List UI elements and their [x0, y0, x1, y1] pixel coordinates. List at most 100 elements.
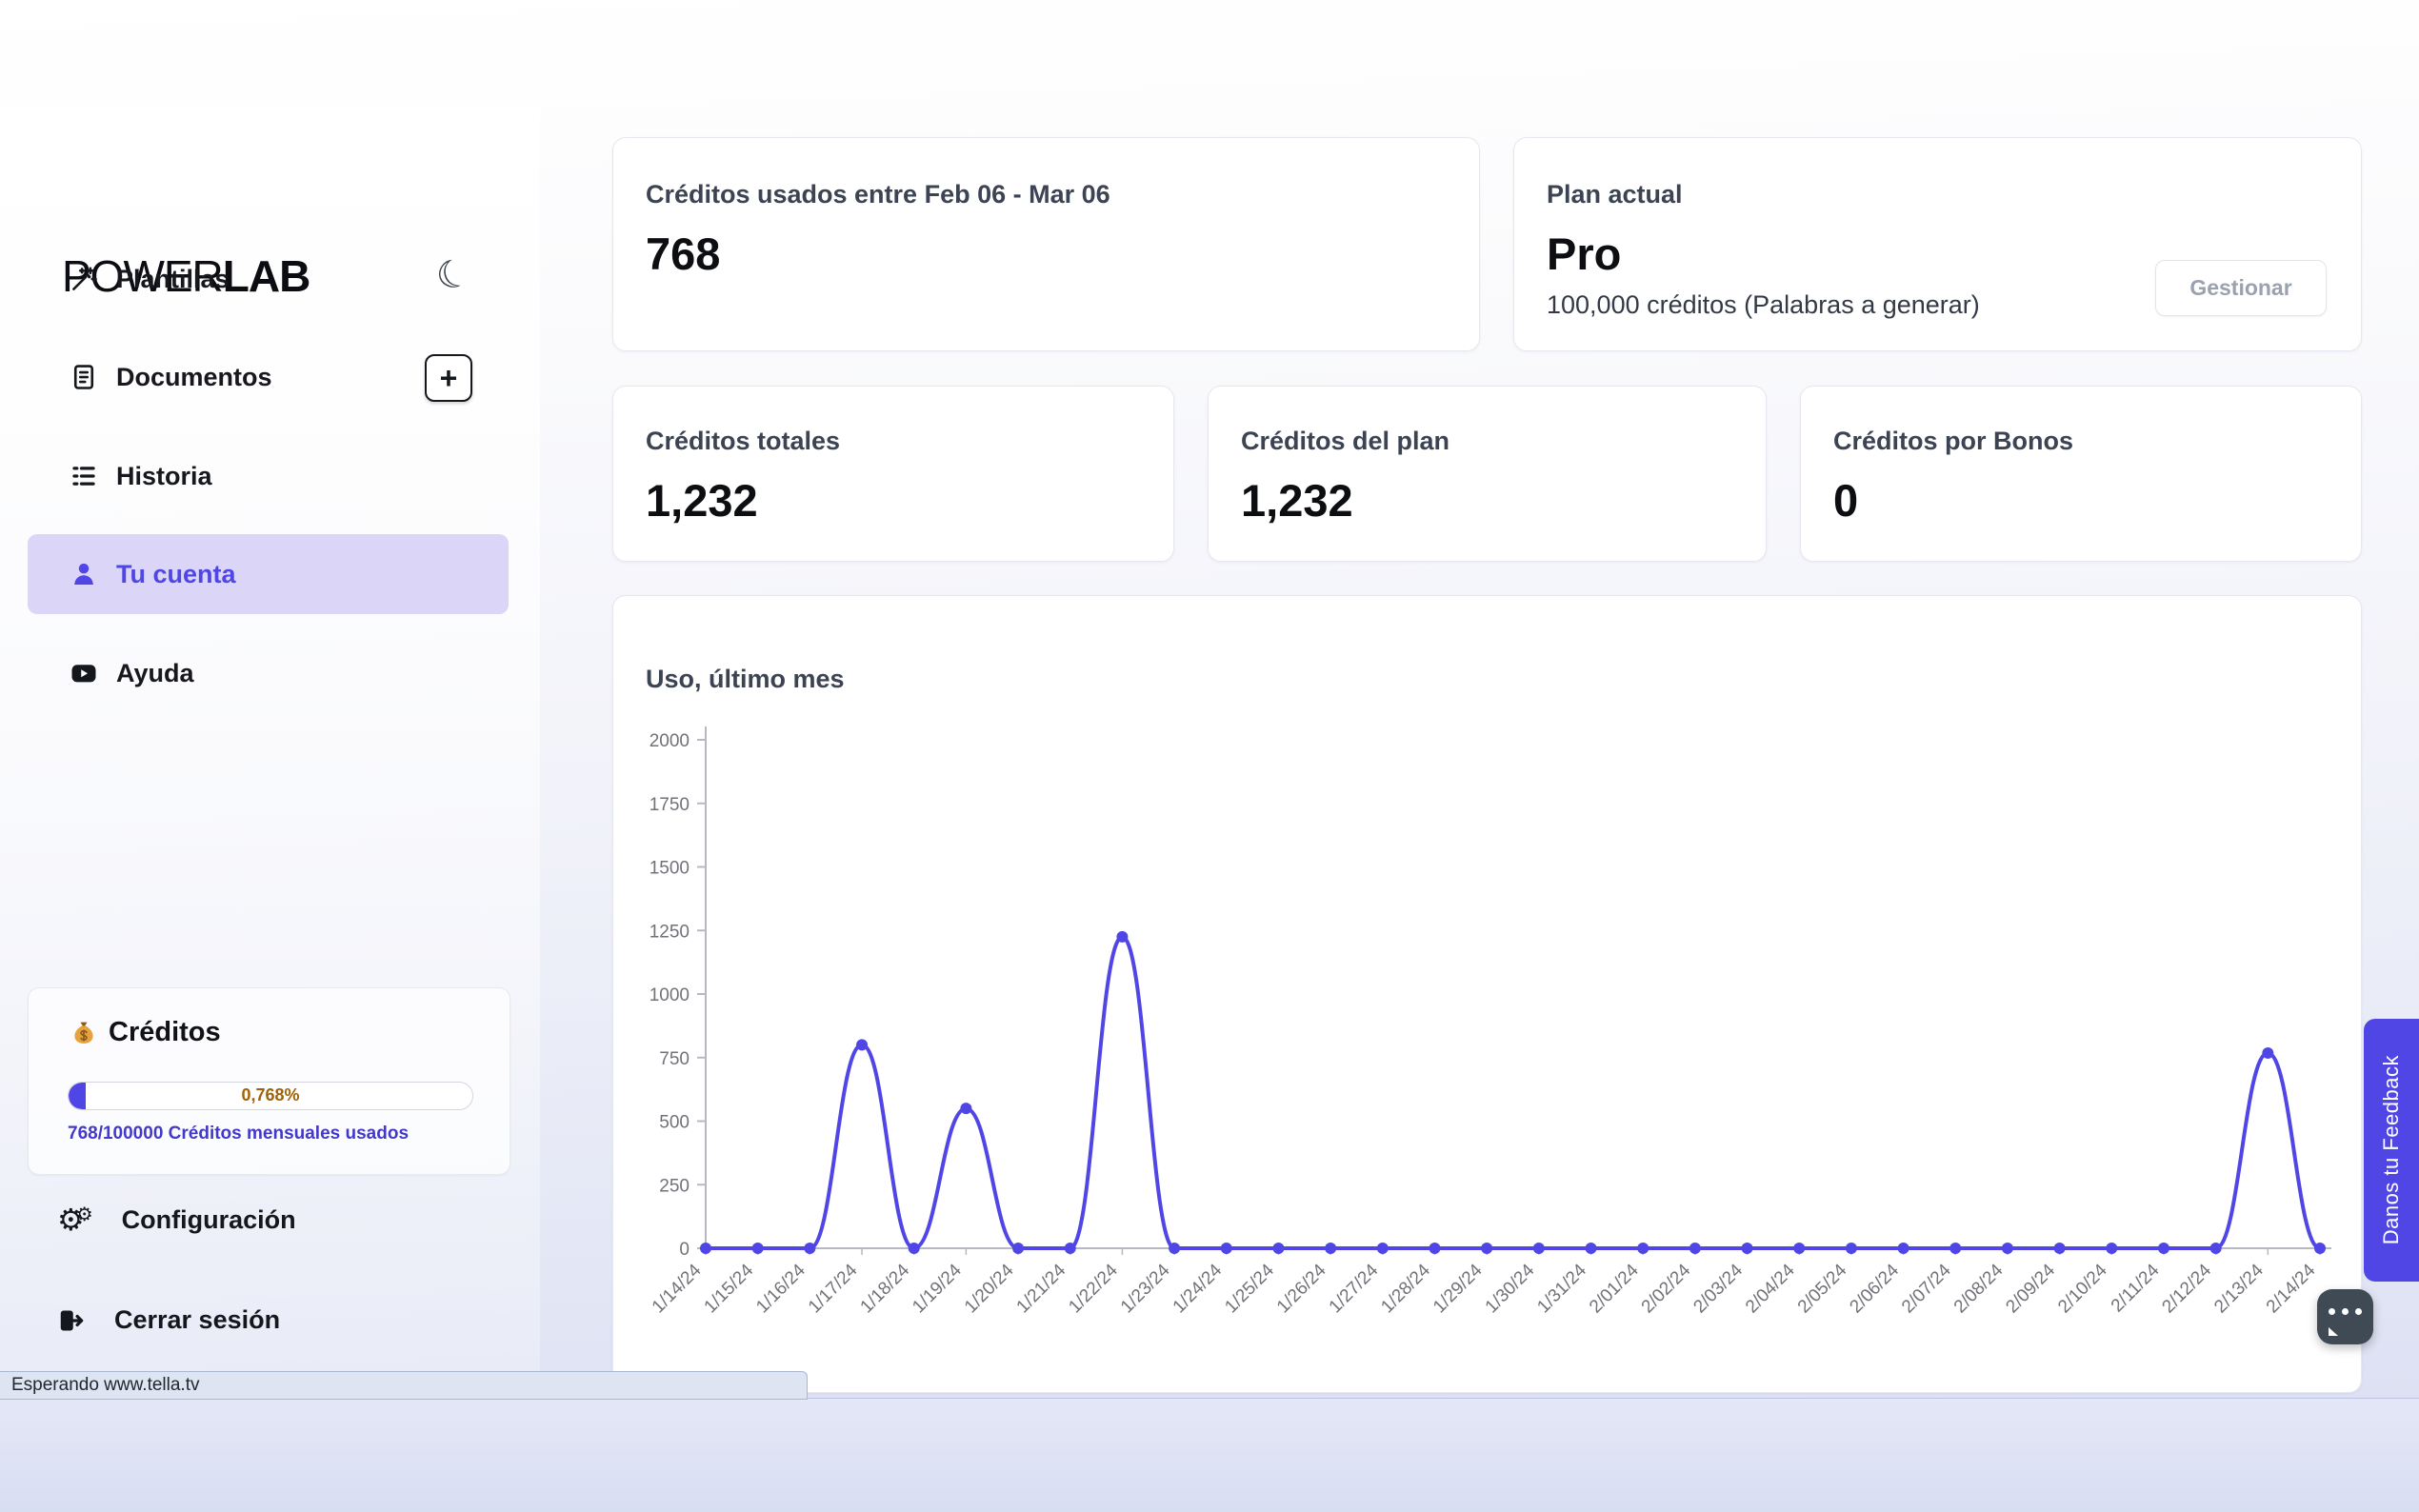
wand-icon — [69, 264, 99, 294]
svg-text:1/20/24: 1/20/24 — [961, 1260, 1018, 1317]
new-document-button[interactable]: + — [425, 354, 472, 402]
svg-text:2/13/24: 2/13/24 — [2210, 1260, 2268, 1317]
svg-text:2/01/24: 2/01/24 — [1586, 1260, 1643, 1317]
credits-used-card: Créditos usados entre Feb 06 - Mar 06 76… — [612, 137, 1480, 351]
sidebar-item-label: Plantillas — [116, 264, 230, 293]
svg-text:1/25/24: 1/25/24 — [1221, 1260, 1278, 1317]
money-bag-icon — [74, 1022, 93, 1044]
sidebar-item-label: Documentos — [116, 362, 272, 391]
sidebar-item-label: Historia — [116, 461, 212, 490]
sidebar-item-label: Tu cuenta — [116, 559, 236, 588]
svg-text:2/07/24: 2/07/24 — [1898, 1260, 1955, 1317]
svg-text:1/30/24: 1/30/24 — [1482, 1260, 1539, 1317]
svg-text:2/08/24: 2/08/24 — [1950, 1260, 2008, 1317]
current-plan-card: Plan actual Pro 100,000 créditos (Palabr… — [1513, 137, 2362, 351]
feedback-tab[interactable]: Danos tu Feedback — [2364, 1019, 2419, 1282]
credits-progress-bar: 0,768% — [68, 1082, 473, 1110]
total-credits-card: Créditos totales 1,232 — [612, 386, 1174, 562]
manage-plan-button[interactable]: Gestionar — [2155, 260, 2327, 316]
sidebar-item-cerrar-sesion[interactable]: Cerrar sesión — [57, 1305, 280, 1335]
svg-text:1/21/24: 1/21/24 — [1013, 1260, 1070, 1317]
total-credits-value: 1,232 — [646, 475, 758, 526]
svg-text:1/26/24: 1/26/24 — [1273, 1260, 1330, 1317]
svg-text:1/17/24: 1/17/24 — [805, 1260, 862, 1317]
svg-text:2/10/24: 2/10/24 — [2054, 1260, 2111, 1317]
svg-text:1/29/24: 1/29/24 — [1429, 1260, 1487, 1317]
chat-bubble-icon — [2317, 1308, 2373, 1315]
credits-title: Créditos — [70, 1017, 221, 1048]
credits-used-value: 768 — [646, 229, 721, 279]
bonus-credits-card: Créditos por Bonos 0 — [1800, 386, 2362, 562]
svg-text:500: 500 — [659, 1113, 690, 1133]
svg-text:2/12/24: 2/12/24 — [2158, 1260, 2215, 1317]
chat-widget-button[interactable] — [2317, 1289, 2373, 1344]
credits-usage-text: 768/100000 Créditos mensuales usados — [68, 1124, 410, 1144]
sidebar-item-plantillas[interactable]: Plantillas — [28, 249, 509, 308]
logo-text-lab: LAB — [222, 251, 311, 301]
svg-text:1/27/24: 1/27/24 — [1326, 1260, 1383, 1317]
sidebar: POWERLAB ☾ Plantillas — [0, 108, 540, 1397]
settings-label: Configuración — [121, 1204, 296, 1234]
plus-icon: + — [439, 360, 458, 395]
svg-text:1/31/24: 1/31/24 — [1533, 1260, 1590, 1317]
credits-progress-label: 0,768% — [241, 1085, 300, 1104]
svg-text:1500: 1500 — [650, 859, 690, 879]
sidebar-item-historia[interactable]: Historia — [28, 447, 509, 506]
sidebar-item-label: Ayuda — [116, 658, 194, 687]
svg-text:1/28/24: 1/28/24 — [1377, 1260, 1434, 1317]
svg-text:2/11/24: 2/11/24 — [2108, 1260, 2164, 1316]
user-icon — [69, 559, 99, 589]
document-icon — [69, 362, 99, 392]
svg-text:750: 750 — [659, 1049, 690, 1069]
powerlab-logo: POWERLAB — [62, 250, 310, 302]
sidebar-item-ayuda[interactable]: Ayuda — [28, 644, 509, 703]
feedback-tab-label: Danos tu Feedback — [2379, 1055, 2403, 1245]
usage-line-chart: 0250500750100012501500175020001/14/241/1… — [649, 726, 2331, 1317]
svg-text:1/19/24: 1/19/24 — [909, 1260, 966, 1317]
svg-text:1000: 1000 — [650, 985, 690, 1005]
plan-credits-card: Créditos del plan 1,232 — [1208, 386, 1767, 562]
svg-text:2/14/24: 2/14/24 — [2263, 1260, 2320, 1317]
credits-summary-card: Créditos 0,768% 768/100000 Créditos mens… — [28, 987, 510, 1175]
list-icon — [69, 461, 99, 491]
total-credits-title: Créditos totales — [646, 427, 841, 455]
svg-text:1/16/24: 1/16/24 — [752, 1260, 810, 1317]
usage-chart-card: Uso, último mes 0 250 500 750 1000 1250 1500 17… — [612, 595, 2362, 1393]
logout-label: Cerrar sesión — [114, 1305, 281, 1334]
plan-credits-title: Créditos del plan — [1241, 427, 1450, 455]
plan-title: Plan actual — [1547, 180, 1683, 209]
svg-text:2/03/24: 2/03/24 — [1689, 1260, 1747, 1317]
sidebar-item-tu-cuenta[interactable]: Tu cuenta — [28, 534, 509, 614]
browser-status-tooltip: Esperando www.tella.tv — [0, 1371, 808, 1400]
logout-icon — [57, 1306, 86, 1335]
sidebar-item-documentos[interactable]: Documentos — [28, 348, 509, 407]
svg-text:2/05/24: 2/05/24 — [1794, 1260, 1851, 1317]
video-icon — [69, 658, 99, 688]
bonus-credits-title: Créditos por Bonos — [1833, 427, 2074, 455]
credits-used-title: Créditos usados entre Feb 06 - Mar 06 — [646, 180, 1110, 209]
svg-text:1/24/24: 1/24/24 — [1170, 1260, 1227, 1317]
bonus-credits-value: 0 — [1833, 475, 1859, 526]
svg-text:1/15/24: 1/15/24 — [701, 1260, 758, 1317]
svg-text:1/22/24: 1/22/24 — [1065, 1260, 1122, 1317]
svg-text:2/02/24: 2/02/24 — [1638, 1260, 1695, 1317]
usage-chart-title: Uso, último mes — [646, 665, 845, 693]
svg-text:1250: 1250 — [650, 922, 690, 942]
sidebar-item-configuracion[interactable]: ⚙⚙ Configuración — [57, 1204, 296, 1235]
gears-icon: ⚙⚙ — [57, 1202, 93, 1238]
svg-text:2/09/24: 2/09/24 — [2002, 1260, 2059, 1317]
svg-text:2/06/24: 2/06/24 — [1846, 1260, 1903, 1317]
svg-text:2000: 2000 — [650, 731, 690, 751]
svg-text:1/23/24: 1/23/24 — [1117, 1260, 1174, 1317]
svg-text:1750: 1750 — [650, 795, 690, 815]
plan-detail: 100,000 créditos (Palabras a generar) — [1547, 290, 1980, 319]
bottom-strip — [0, 1398, 2419, 1512]
svg-text:1/18/24: 1/18/24 — [857, 1260, 914, 1317]
svg-text:2/04/24: 2/04/24 — [1742, 1260, 1799, 1317]
svg-text:1/14/24: 1/14/24 — [649, 1260, 706, 1317]
svg-text:0: 0 — [679, 1240, 690, 1260]
svg-text:250: 250 — [659, 1176, 690, 1196]
credits-title-text: Créditos — [109, 1017, 221, 1047]
credits-progress-fill — [69, 1083, 86, 1109]
